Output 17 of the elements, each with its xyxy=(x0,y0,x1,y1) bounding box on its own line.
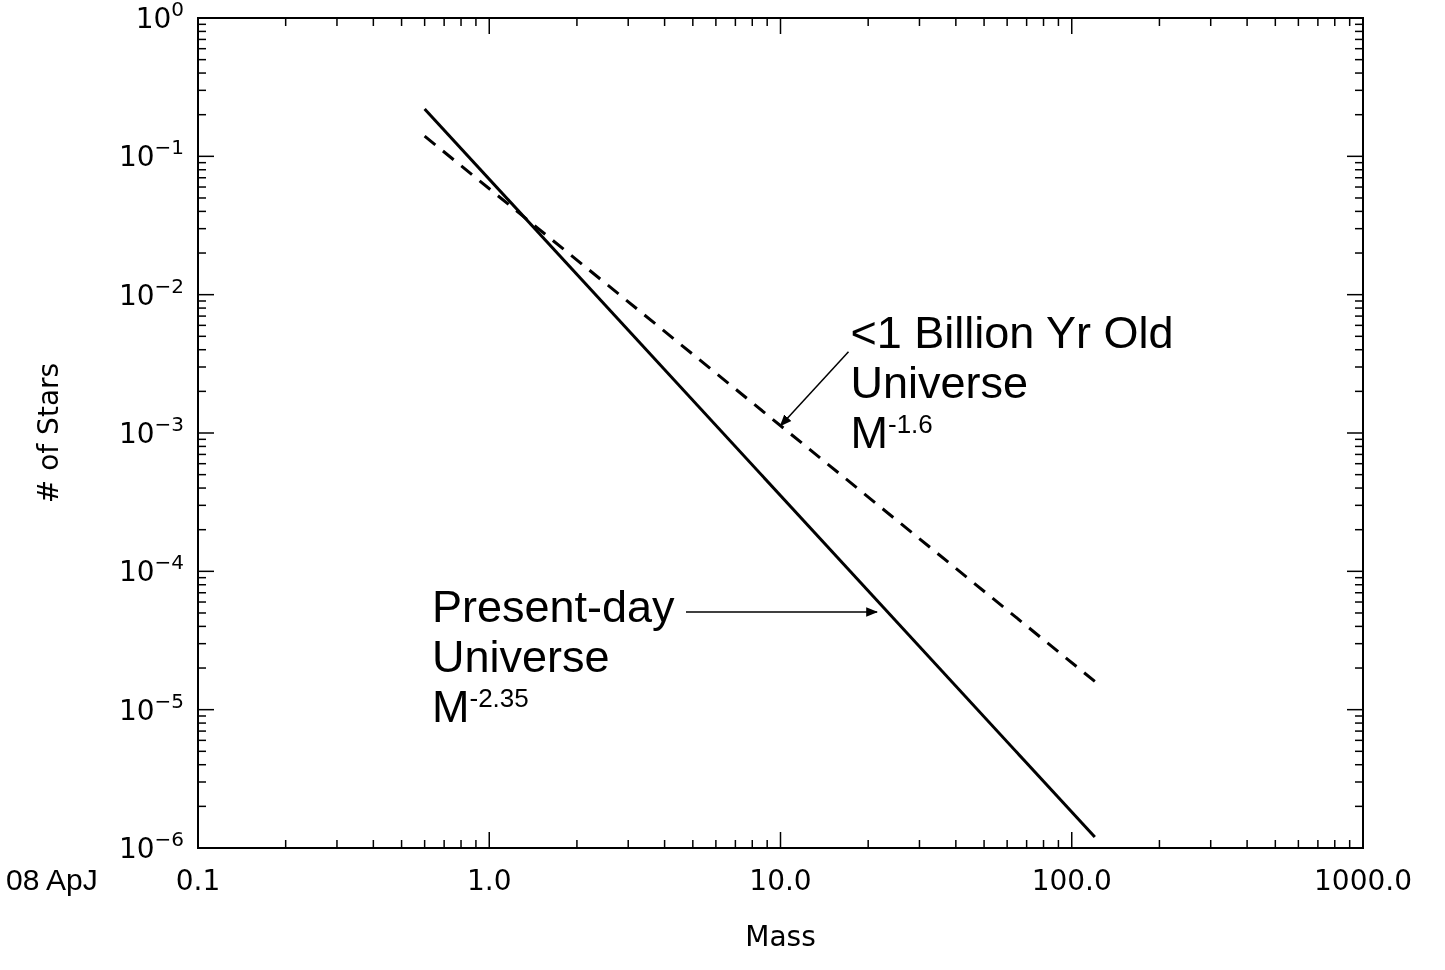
x-tick-label: 100.0 xyxy=(1031,864,1112,897)
y-tick-label: 10$^{−1}$ xyxy=(118,135,184,174)
y-tick-label: 10$^{−5}$ xyxy=(118,688,184,727)
x-tick-label: 1000.0 xyxy=(1314,864,1412,897)
y-tick-label: 10$^{−2}$ xyxy=(118,273,184,312)
text: 08 ApJ xyxy=(6,863,98,896)
x-axis-title: Mass xyxy=(745,920,816,953)
y-tick-label: 10$^{0}$ xyxy=(135,0,184,35)
x-tick-label: 10.0 xyxy=(749,864,812,897)
y-tick-label: 10$^{−4}$ xyxy=(118,550,184,589)
x-tick-label: 1.0 xyxy=(466,864,512,897)
y-tick-label: 10$^{−6}$ xyxy=(118,827,184,865)
y-tick-label: 10$^{−3}$ xyxy=(118,412,184,450)
annotation: Present-day Universe M$^{-2.35}$ xyxy=(432,581,676,732)
y-axis-title: # of Stars xyxy=(32,362,65,504)
annotation: <1 Billion Yr Old Universe M$^{-1.6}$ xyxy=(850,306,1174,458)
x-tick-label: 0.1 xyxy=(175,864,221,897)
